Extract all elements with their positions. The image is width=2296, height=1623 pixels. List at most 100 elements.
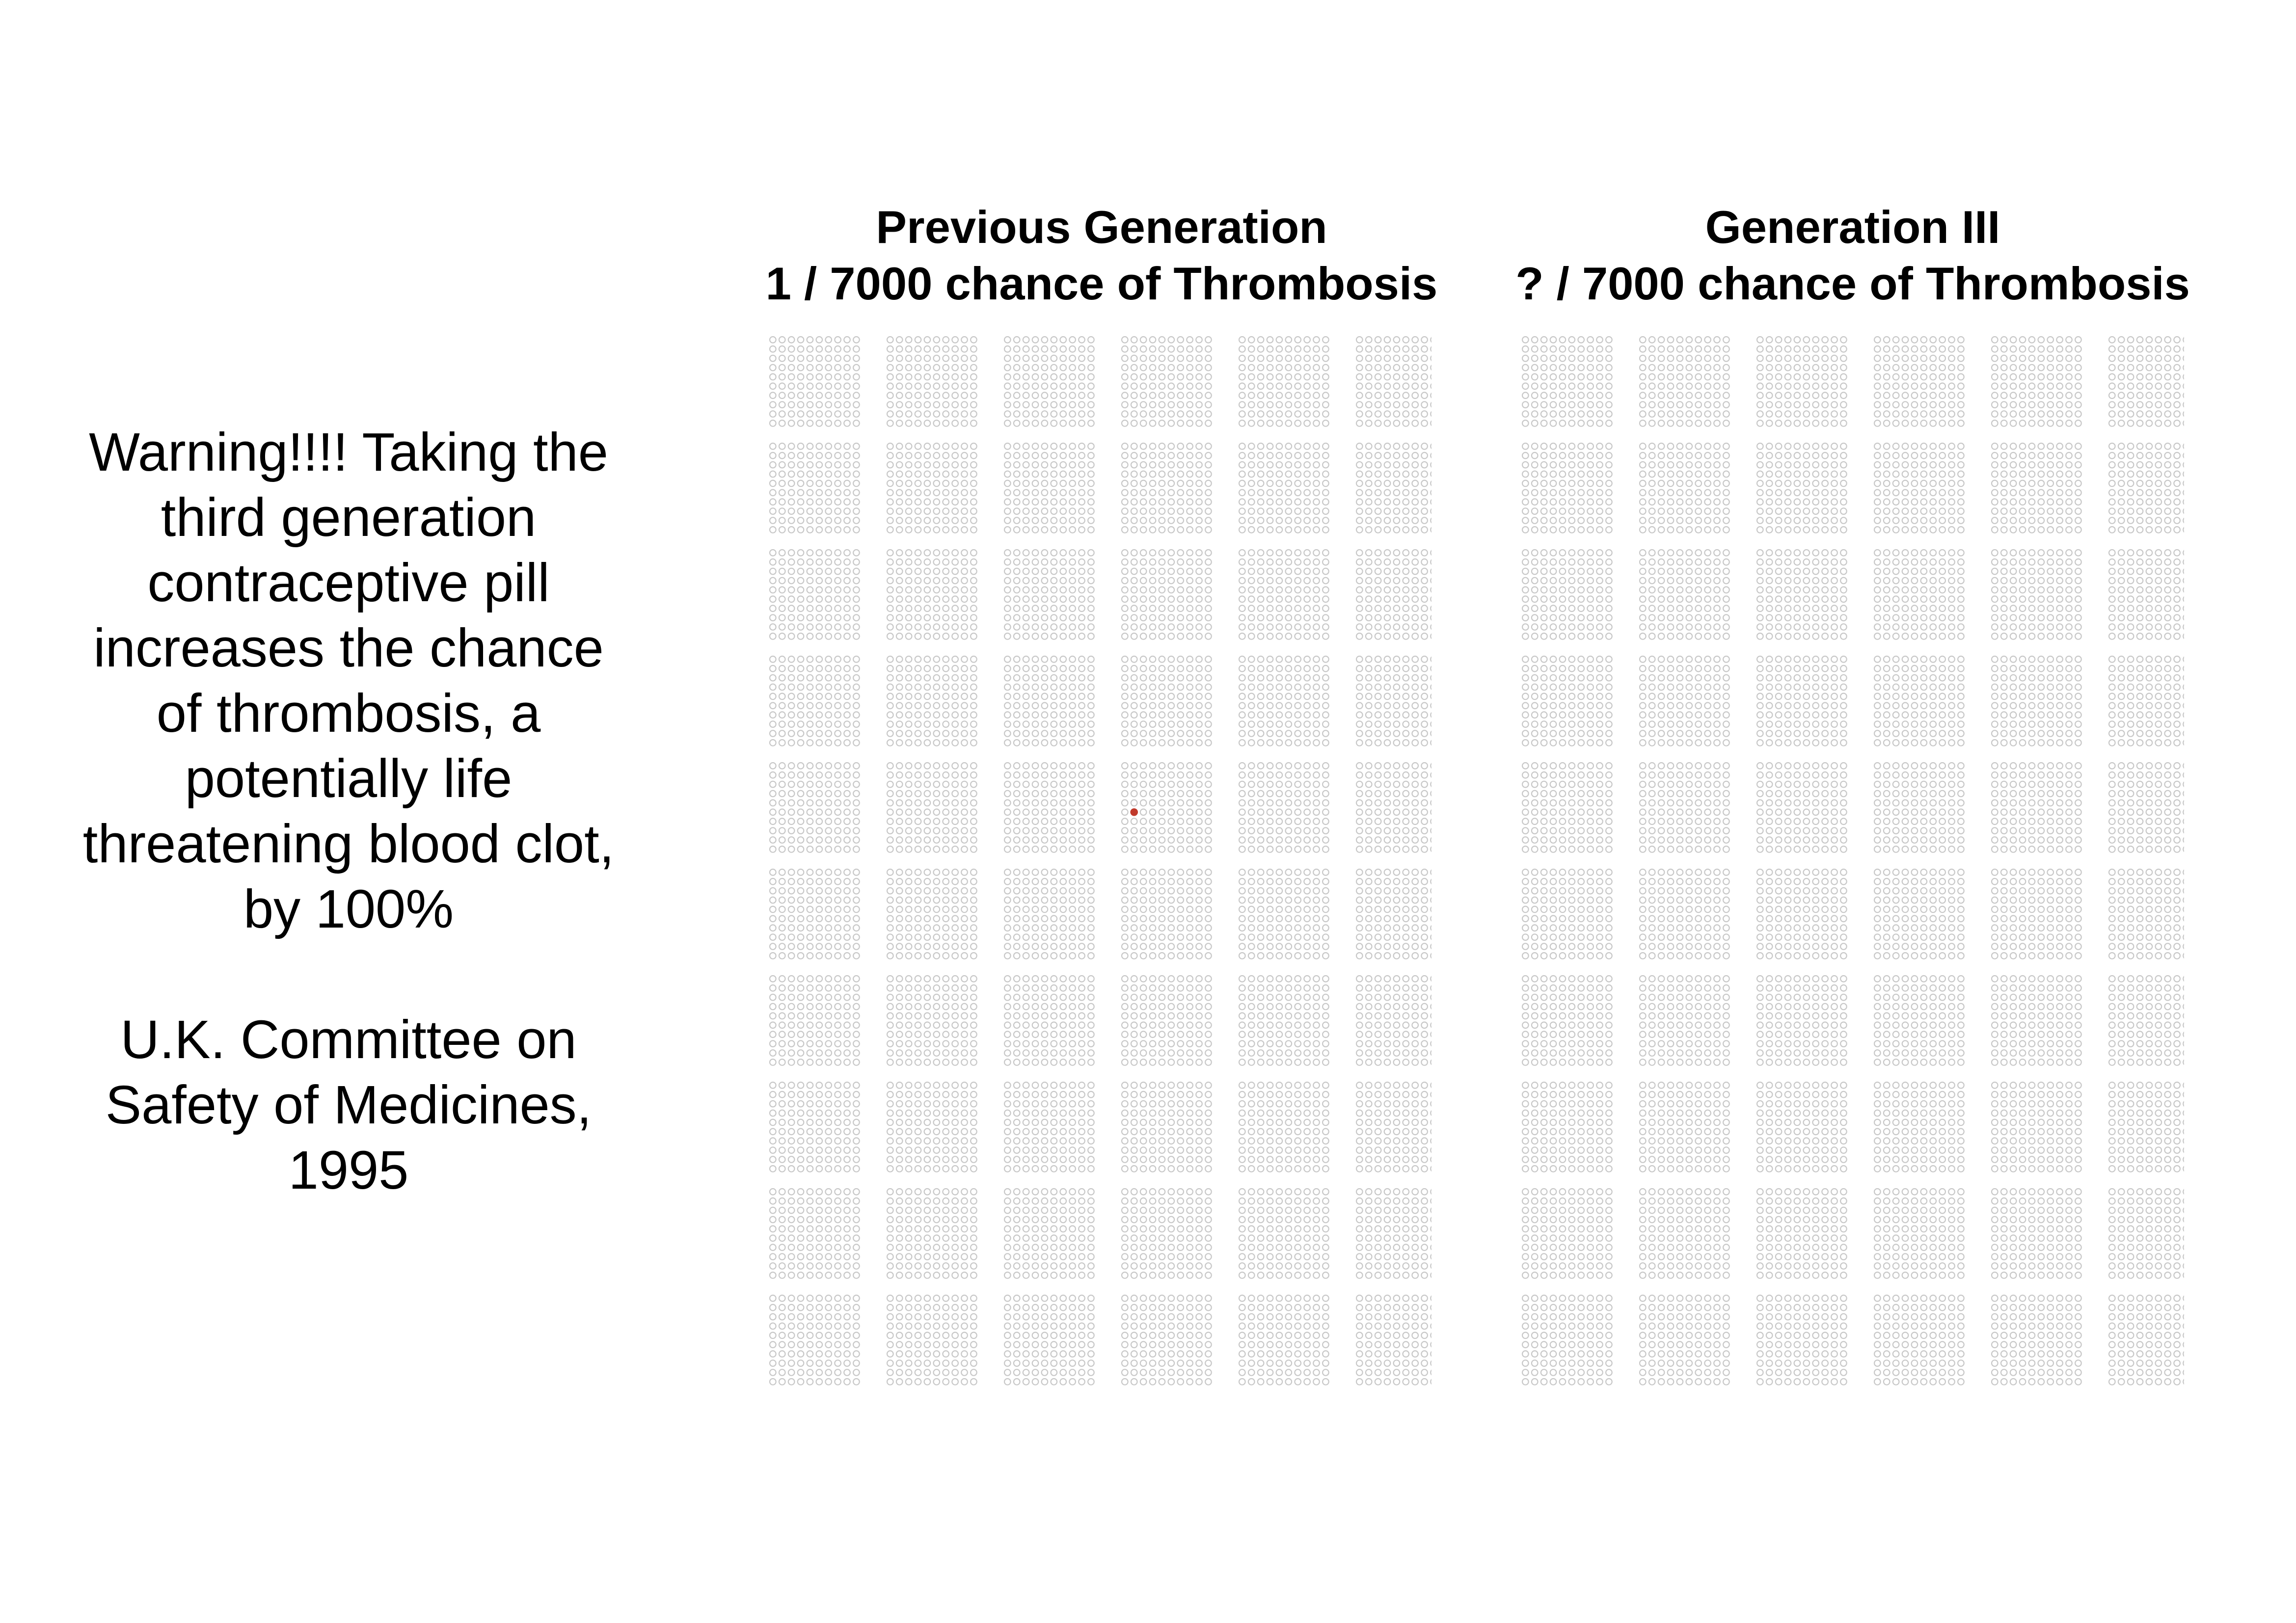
previous-generation-person-dot — [852, 354, 860, 362]
previous-generation-person-dot — [1430, 888, 1432, 894]
previous-generation-person-dot — [1195, 1058, 1203, 1066]
previous-generation-person-dot — [843, 665, 851, 672]
previous-generation-person-dot — [1247, 702, 1255, 710]
previous-generation-person-dot — [778, 771, 786, 779]
previous-generation-person-dot — [1022, 1012, 1030, 1020]
previous-generation-person-dot — [886, 558, 894, 566]
previous-generation-person-dot — [843, 1003, 851, 1011]
previous-generation-person-dot — [1411, 720, 1419, 728]
previous-generation-person-dot — [778, 364, 786, 372]
previous-generation-person-dot — [905, 665, 913, 672]
previous-generation-person-dot — [778, 711, 786, 719]
previous-generation-person-dot — [886, 1049, 894, 1057]
previous-generation-person-dot — [970, 364, 977, 372]
previous-generation-person-dot — [1149, 1012, 1157, 1020]
previous-generation-person-dot — [895, 702, 903, 710]
previous-generation-person-dot — [1186, 442, 1193, 450]
previous-generation-person-dot — [1050, 586, 1058, 594]
previous-generation-person-dot — [905, 1012, 913, 1020]
previous-generation-person-dot — [1374, 915, 1382, 923]
previous-generation-person-dot — [843, 780, 851, 788]
previous-generation-person-dot — [1247, 595, 1255, 603]
previous-generation-person-dot — [1365, 905, 1373, 913]
previous-generation-person-dot — [1355, 549, 1363, 557]
previous-generation-person-dot — [951, 489, 959, 497]
warning-line: contraceptive pill — [147, 553, 550, 613]
previous-generation-person-dot — [1149, 623, 1157, 631]
previous-generation-person-dot — [1186, 905, 1193, 913]
previous-generation-person-dot — [1041, 933, 1049, 941]
previous-generation-person-dot — [1393, 692, 1401, 700]
previous-generation-person-dot — [1139, 730, 1147, 737]
previous-generation-person-dot — [1149, 896, 1157, 904]
previous-generation-person-dot — [1195, 683, 1203, 691]
previous-generation-person-dot — [1383, 933, 1391, 941]
previous-generation-person-dot — [1158, 614, 1166, 621]
previous-generation-person-dot — [1294, 975, 1302, 983]
previous-generation-person-dot — [895, 808, 903, 816]
previous-generation-person-dot — [797, 354, 805, 362]
previous-generation-person-dot — [797, 452, 805, 459]
previous-generation-person-dot — [825, 623, 833, 631]
previous-generation-person-dot — [1421, 392, 1428, 399]
previous-generation-person-dot — [1041, 1049, 1049, 1057]
previous-generation-person-dot — [815, 558, 823, 566]
previous-generation-person-dot — [951, 614, 959, 621]
previous-generation-person-dot — [1303, 730, 1311, 737]
previous-generation-person-dot — [1121, 711, 1129, 719]
previous-generation-person-dot — [961, 702, 968, 710]
previous-generation-person-dot — [1294, 549, 1302, 557]
previous-generation-person-dot — [951, 799, 959, 807]
previous-generation-person-dot — [1313, 623, 1320, 631]
previous-generation-person-dot — [852, 993, 860, 1001]
previous-generation-person-dot — [1322, 845, 1329, 853]
previous-generation-person-dot — [1205, 470, 1212, 478]
previous-generation-person-dot — [834, 952, 842, 959]
previous-generation-person-dot — [1374, 517, 1382, 524]
previous-generation-person-dot — [1013, 489, 1021, 497]
previous-generation-person-dot — [1285, 762, 1293, 770]
previous-generation-person-dot — [1247, 818, 1255, 825]
previous-generation-person-dot — [834, 984, 842, 992]
previous-generation-person-dot — [834, 470, 842, 478]
previous-generation-person-dot — [843, 762, 851, 770]
previous-generation-person-dot — [1022, 845, 1030, 853]
previous-generation-person-dot — [1031, 836, 1039, 844]
previous-generation-person-dot — [1205, 1049, 1212, 1057]
previous-generation-person-dot — [895, 915, 903, 923]
previous-generation-person-dot — [1130, 1021, 1138, 1029]
previous-generation-person-dot — [769, 905, 777, 913]
previous-generation-person-dot — [914, 586, 922, 594]
previous-generation-person-dot — [1041, 674, 1049, 682]
previous-generation-person-dot — [1177, 827, 1185, 834]
warning-message: Warning!!!! Taking the third generation … — [54, 420, 643, 942]
previous-generation-person-dot — [886, 586, 894, 594]
previous-generation-person-dot — [778, 452, 786, 459]
previous-generation-person-dot — [1421, 498, 1428, 506]
previous-generation-person-dot — [1013, 868, 1021, 876]
previous-generation-person-dot — [1087, 558, 1095, 566]
previous-generation-person-dot — [852, 549, 860, 557]
previous-generation-person-dot — [1421, 382, 1428, 390]
previous-generation-person-dot — [1050, 845, 1058, 853]
previous-generation-person-dot — [769, 1021, 777, 1029]
previous-generation-person-dot — [942, 975, 950, 983]
previous-generation-person-dot — [778, 984, 786, 992]
previous-generation-person-dot — [1069, 577, 1076, 585]
previous-generation-person-dot — [815, 952, 823, 959]
previous-generation-person-dot — [1430, 383, 1432, 389]
previous-generation-person-dot — [1285, 915, 1293, 923]
previous-generation-person-dot — [1285, 799, 1293, 807]
previous-generation-person-dot — [1087, 762, 1095, 770]
previous-generation-person-dot — [1238, 419, 1246, 427]
previous-generation-person-dot — [834, 739, 842, 746]
previous-generation-person-dot — [1059, 577, 1067, 585]
previous-generation-person-dot — [1186, 780, 1193, 788]
previous-generation-person-dot — [1186, 605, 1193, 612]
previous-generation-person-dot — [895, 336, 903, 344]
previous-generation-person-dot — [933, 984, 941, 992]
previous-generation-person-dot — [923, 1049, 931, 1057]
previous-generation-person-dot — [914, 896, 922, 904]
previous-generation-person-dot — [1355, 623, 1363, 631]
previous-generation-person-dot — [1041, 1081, 1049, 1089]
